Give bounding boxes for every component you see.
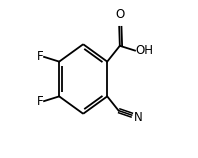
Text: F: F bbox=[36, 50, 43, 63]
Text: N: N bbox=[134, 111, 142, 124]
Text: F: F bbox=[36, 95, 43, 108]
Text: OH: OH bbox=[136, 44, 154, 57]
Text: O: O bbox=[116, 8, 125, 21]
